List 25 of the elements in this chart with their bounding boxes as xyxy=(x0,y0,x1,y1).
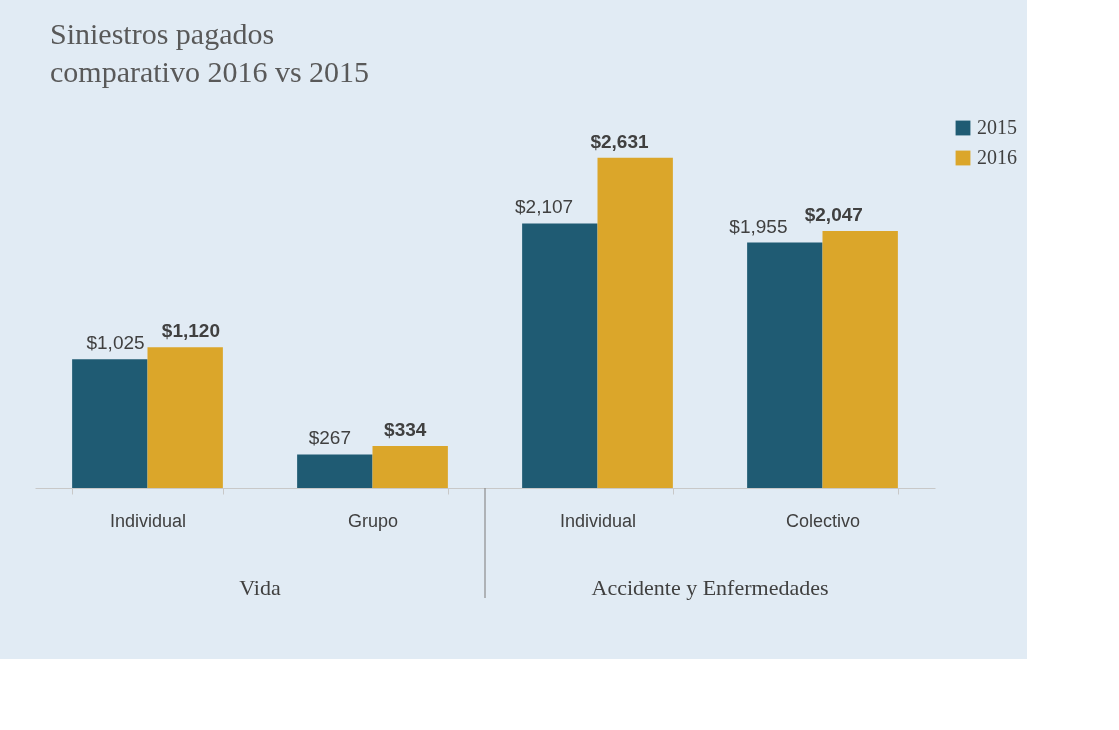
bar xyxy=(822,230,898,488)
data-label: $2,631 xyxy=(590,130,649,152)
bar xyxy=(297,454,373,488)
data-label: $2,047 xyxy=(804,203,863,225)
bar xyxy=(747,242,823,488)
data-label: $2,107 xyxy=(515,196,574,218)
x-tick-label: Individual xyxy=(559,510,637,531)
chart-title: Siniestros pagados comparativo 2016 vs 2015 xyxy=(50,17,370,88)
bar xyxy=(522,223,598,488)
x-tick-label: Grupo xyxy=(347,510,399,531)
bar xyxy=(147,347,223,488)
x-tick-label: Colectivo xyxy=(785,510,861,531)
data-label: $267 xyxy=(308,427,351,449)
bar xyxy=(597,157,673,488)
bar xyxy=(372,446,448,488)
legend-label: 2015 xyxy=(977,116,1017,138)
legend-label: 2016 xyxy=(977,146,1017,168)
data-label: $1,955 xyxy=(729,215,788,237)
text: Accidente y Enfermedades xyxy=(591,575,829,600)
x-tick-label: Individual xyxy=(109,510,187,531)
data-label: $334 xyxy=(384,419,427,441)
bar xyxy=(72,359,148,488)
data-label: $1,025 xyxy=(86,332,145,354)
data-label: $1,120 xyxy=(161,320,220,342)
text: Vida xyxy=(239,575,281,600)
